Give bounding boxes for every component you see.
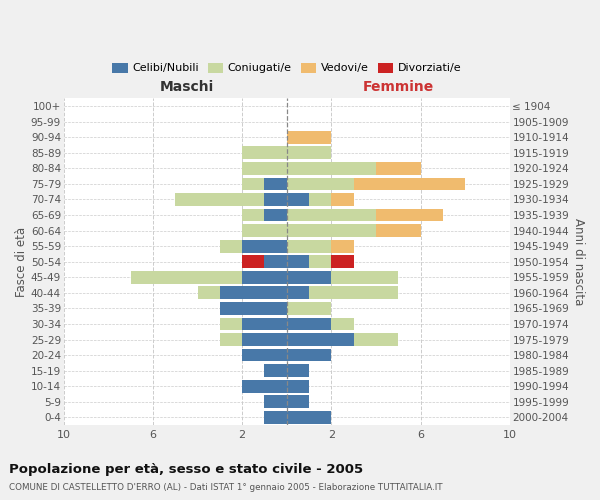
Bar: [242, 380, 287, 392]
Text: Popolazione per età, sesso e stato civile - 2005: Popolazione per età, sesso e stato civil…: [9, 462, 363, 475]
Bar: [287, 224, 376, 237]
Bar: [331, 318, 353, 330]
Bar: [287, 380, 309, 392]
Y-axis label: Fasce di età: Fasce di età: [15, 226, 28, 297]
Bar: [353, 333, 398, 346]
Bar: [220, 318, 242, 330]
Bar: [287, 348, 331, 362]
Bar: [353, 178, 465, 190]
Bar: [287, 271, 331, 283]
Bar: [265, 396, 287, 408]
Bar: [287, 411, 331, 424]
Bar: [287, 318, 331, 330]
Bar: [242, 256, 265, 268]
Bar: [242, 208, 265, 222]
Bar: [287, 193, 309, 206]
Bar: [287, 396, 309, 408]
Bar: [242, 271, 287, 283]
Bar: [331, 193, 353, 206]
Legend: Celibi/Nubili, Coniugati/e, Vedovi/e, Divorziati/e: Celibi/Nubili, Coniugati/e, Vedovi/e, Di…: [108, 58, 466, 78]
Bar: [309, 256, 331, 268]
Bar: [242, 224, 287, 237]
Bar: [376, 224, 421, 237]
Text: Femmine: Femmine: [362, 80, 434, 94]
Bar: [287, 240, 331, 252]
Bar: [265, 193, 287, 206]
Bar: [265, 178, 287, 190]
Bar: [220, 286, 287, 299]
Bar: [220, 333, 242, 346]
Y-axis label: Anni di nascita: Anni di nascita: [572, 218, 585, 306]
Bar: [331, 271, 398, 283]
Bar: [175, 193, 265, 206]
Text: COMUNE DI CASTELLETTO D'ERRO (AL) - Dati ISTAT 1° gennaio 2005 - Elaborazione TU: COMUNE DI CASTELLETTO D'ERRO (AL) - Dati…: [9, 484, 443, 492]
Bar: [287, 364, 309, 377]
Bar: [242, 348, 287, 362]
Bar: [287, 162, 376, 175]
Bar: [265, 256, 287, 268]
Bar: [265, 364, 287, 377]
Bar: [242, 240, 287, 252]
Bar: [287, 146, 331, 159]
Bar: [331, 256, 353, 268]
Bar: [287, 208, 376, 222]
Bar: [242, 178, 265, 190]
Bar: [265, 411, 287, 424]
Bar: [242, 146, 287, 159]
Bar: [242, 162, 287, 175]
Bar: [242, 333, 287, 346]
Bar: [220, 240, 242, 252]
Bar: [309, 193, 331, 206]
Bar: [376, 208, 443, 222]
Bar: [376, 162, 421, 175]
Bar: [131, 271, 242, 283]
Bar: [287, 178, 353, 190]
Bar: [331, 240, 353, 252]
Bar: [197, 286, 220, 299]
Bar: [220, 302, 287, 315]
Text: Maschi: Maschi: [159, 80, 214, 94]
Bar: [287, 131, 331, 143]
Bar: [309, 286, 398, 299]
Bar: [265, 208, 287, 222]
Bar: [287, 286, 309, 299]
Bar: [287, 302, 331, 315]
Bar: [287, 333, 353, 346]
Bar: [287, 256, 309, 268]
Bar: [242, 318, 287, 330]
